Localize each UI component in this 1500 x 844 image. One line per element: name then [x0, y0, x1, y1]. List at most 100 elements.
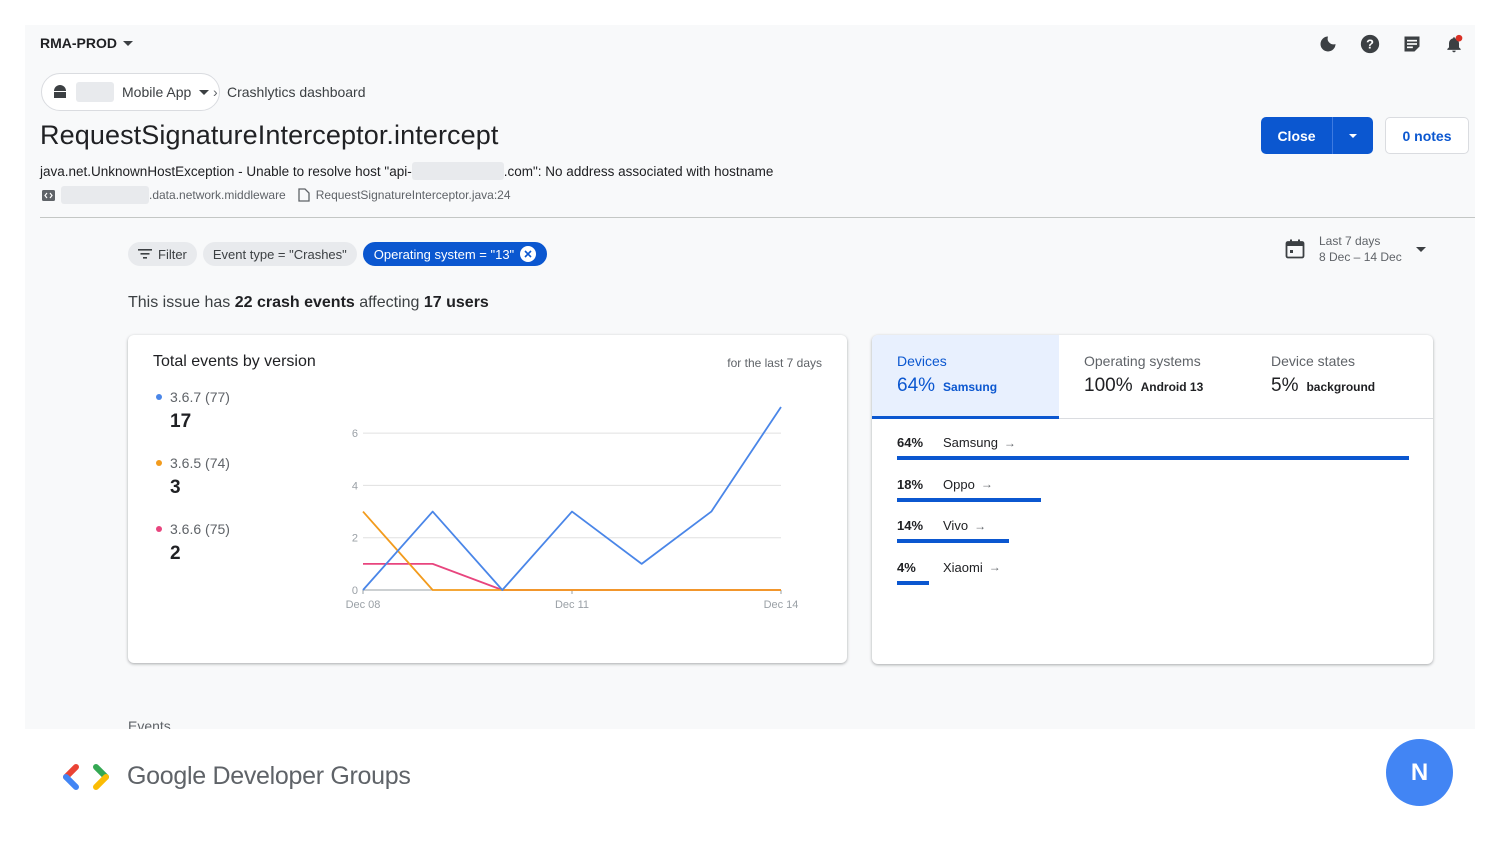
redacted-package	[61, 186, 149, 204]
app-name: Mobile App	[122, 84, 192, 100]
breadcrumb-page[interactable]: Crashlytics dashboard	[227, 84, 366, 100]
chevron-down-icon	[123, 40, 133, 46]
close-issue-button[interactable]: Close	[1261, 117, 1373, 154]
close-button-label[interactable]: Close	[1261, 117, 1333, 154]
legend-dot	[156, 394, 162, 400]
device-pct: 4%	[897, 559, 916, 575]
chevron-down-icon	[1415, 246, 1426, 252]
gdg-logo: Google Developer Groups	[63, 762, 411, 791]
gdg-brand: Google Developer Groups	[127, 762, 411, 790]
chevron-down-icon	[199, 89, 210, 95]
app-selector[interactable]: Mobile App	[41, 73, 221, 111]
filter-button[interactable]: Filter	[128, 242, 197, 266]
code-icon	[42, 189, 55, 201]
project-selector[interactable]: RMA-PROD	[40, 35, 133, 51]
legend-dot	[156, 526, 162, 532]
remove-filter-icon[interactable]	[520, 246, 537, 262]
avatar: N	[1386, 739, 1453, 806]
device-share-bar	[897, 497, 1041, 502]
list-item[interactable]: 4% Xiaomi →	[897, 560, 1408, 602]
exception-prefix: java.net.UnknownHostException - Unable t…	[40, 163, 412, 179]
date-range-picker[interactable]: Last 7 days 8 Dec – 14 Dec	[1285, 233, 1426, 265]
series-line	[363, 562, 781, 591]
summary-users: 17 users	[423, 294, 489, 311]
filter-icon	[138, 249, 152, 259]
exception-message: java.net.UnknownHostException - Unable t…	[40, 162, 773, 180]
chart-title: Total events by version	[153, 353, 316, 370]
tab-top-name: background	[1306, 380, 1376, 394]
list-item[interactable]: 18% Oppo →	[897, 477, 1408, 519]
y-tick-label: 6	[352, 428, 358, 440]
series-line	[362, 510, 781, 591]
tab-operating-systems[interactable]: Operating systems 100% Android 13	[1059, 335, 1246, 418]
tab-pct: 64%	[897, 375, 936, 396]
device-name: Xiaomi	[943, 559, 983, 575]
device-share-bar	[897, 456, 1409, 460]
android-icon	[54, 85, 66, 98]
chart-subtitle: for the last 7 days	[727, 356, 822, 370]
tab-pct: 100%	[1084, 375, 1133, 396]
summary-middle: affecting	[354, 294, 424, 311]
tab-label: Operating systems	[1084, 353, 1201, 369]
source-file[interactable]: RequestSignatureInterceptor.java:24	[315, 188, 511, 202]
arrow-right-icon: →	[1003, 435, 1016, 450]
device-pct: 64%	[897, 435, 924, 450]
events-section-heading: Events	[128, 718, 171, 729]
redacted-host	[411, 162, 504, 180]
summary-events: 22 crash events	[234, 294, 355, 311]
legend-value: 3	[170, 477, 181, 498]
line-chart: 0 2 4 6 Dec 08 Dec 11 Dec 14	[346, 406, 799, 611]
device-pct: 14%	[897, 518, 924, 533]
list-item[interactable]: 64% Samsung →	[897, 435, 1409, 477]
top-toolbar: ?	[1317, 33, 1465, 55]
tab-label: Devices	[897, 353, 947, 369]
close-options-dropdown[interactable]	[1333, 117, 1373, 154]
legend-item[interactable]: 3.6.6 (75) 2	[156, 521, 230, 565]
help-icon[interactable]: ?	[1359, 33, 1381, 55]
device-list: 64% Samsung → 18% Oppo → 14% Vivo → 4% Xiaomi →	[872, 419, 1433, 601]
x-tick-label: Dec 11	[555, 599, 589, 611]
list-item[interactable]: 14% Vivo →	[897, 518, 1408, 560]
legend-name: 3.6.7 (77)	[170, 389, 230, 405]
arrow-right-icon: →	[988, 560, 1001, 574]
legend-value: 17	[170, 411, 192, 432]
events-by-version-card: Total events by version for the last 7 d…	[128, 335, 847, 663]
release-notes-icon[interactable]	[1401, 33, 1423, 55]
distribution-card: Devices 64% Samsung Operating systems 100…	[872, 335, 1433, 664]
device-name: Oppo	[943, 476, 975, 492]
tab-devices[interactable]: Devices 64% Samsung	[872, 335, 1059, 419]
legend-item[interactable]: 3.6.5 (74) 3	[156, 455, 230, 499]
arrow-right-icon: →	[974, 518, 987, 533]
legend-name: 3.6.5 (74)	[170, 455, 230, 471]
device-share-bar	[897, 580, 929, 585]
arrow-right-icon: →	[980, 477, 993, 491]
os-filter-chip[interactable]: Operating system = "13"	[362, 242, 548, 266]
tab-top-name: Android 13	[1140, 380, 1204, 394]
crashlytics-app: RMA-PROD ? Mobile App › Crashlytics dash…	[25, 25, 1475, 729]
notes-button[interactable]: 0 notes	[1385, 117, 1469, 154]
y-tick-label: 2	[352, 533, 358, 545]
x-tick-label: Dec 14	[764, 599, 799, 611]
filter-bar: Filter Event type = "Crashes" Operating …	[128, 242, 548, 266]
device-share-bar	[897, 539, 1009, 543]
chart-legend: 3.6.7 (77) 17 3.6.5 (74) 3 3.6.6 (75) 2	[156, 389, 230, 587]
exception-suffix: .com": No address associated with hostna…	[503, 163, 774, 179]
y-tick-label: 4	[352, 480, 358, 492]
legend-item[interactable]: 3.6.7 (77) 17	[156, 389, 230, 433]
event-type-label: Event type = "Crashes"	[212, 246, 347, 262]
legend-dot	[156, 460, 162, 466]
event-type-chip[interactable]: Event type = "Crashes"	[202, 242, 357, 266]
notifications-icon[interactable]	[1443, 33, 1465, 55]
date-range-label: Last 7 days	[1319, 234, 1381, 248]
dark-mode-icon[interactable]	[1317, 33, 1339, 55]
chevron-down-icon	[1349, 133, 1357, 138]
summary-prefix: This issue has	[128, 294, 235, 311]
date-range-dates: 8 Dec – 14 Dec	[1319, 250, 1402, 264]
os-filter-label: Operating system = "13"	[373, 246, 515, 262]
tab-pct: 5%	[1271, 375, 1299, 396]
tab-device-states[interactable]: Device states 5% background	[1246, 335, 1433, 418]
package-name: .data.network.middleware	[149, 188, 286, 202]
issue-meta: .data.network.middleware RequestSignatur…	[42, 186, 511, 204]
redacted-app-name	[76, 82, 114, 102]
filter-label: Filter	[158, 246, 187, 262]
